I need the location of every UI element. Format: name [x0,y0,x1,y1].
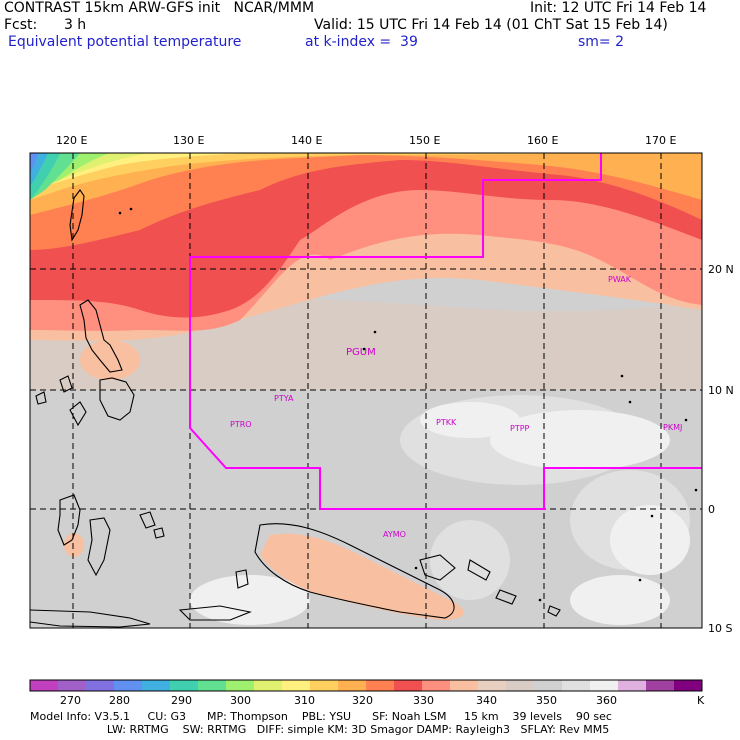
lon-label-120: 120 E [56,134,88,147]
station-pwak: PWAK [608,275,632,284]
lon-label-160: 160 E [527,134,559,147]
colorbar-unit: K [697,694,705,707]
lon-label-150: 150 E [409,134,441,147]
colorbar-swatch [170,680,199,691]
lon-label-140: 140 E [291,134,323,147]
lon-label-170: 170 E [645,134,677,147]
boundary-north [189,153,602,390]
colorbar-swatch [674,680,703,691]
lat-label-10n: 10 N [708,384,734,397]
colorbar-swatch [450,680,479,691]
model-info-line2: LW: RRTMG SW: RRTMG DIFF: simple KM: 3D … [30,723,610,736]
lat-label-0: 0 [708,503,715,516]
colorbar-swatch [226,680,255,691]
colorbar-swatch [198,680,227,691]
colorbar-label-350: 350 [536,694,557,707]
smoothing: sm= 2 [578,34,625,50]
model-title: CONTRAST 15km ARW-GFS init NCAR/MMM [4,0,315,16]
colorbar-label-300: 300 [230,694,251,707]
station-pkmj: PKMJ [663,423,682,432]
colorbar-swatch [394,680,423,691]
station-pgum: PGUM [346,347,376,358]
station-ptro: PTRO [230,420,252,429]
colorbar-swatch [590,680,619,691]
colorbar-swatch [506,680,535,691]
lon-label-130: 130 E [173,134,205,147]
coastlines [30,189,561,628]
station-ptkk: PTKK [436,418,457,427]
station-aymo: AYMO [383,530,406,539]
colorbar-swatch [86,680,115,691]
colorbar-swatch [338,680,367,691]
colorbar-label-340: 340 [476,694,497,707]
colorbar-frame [29,679,703,692]
colorbar-swatch [562,680,591,691]
colorbar-label-290: 290 [171,694,192,707]
colorbar-swatch [142,680,171,691]
colorbar-label-360: 360 [596,694,617,707]
station-ptpp: PTPP [510,424,530,433]
lat-label-20n: 20 N [708,263,734,276]
colorbar-label-280: 280 [109,694,130,707]
colorbar-swatch [58,680,87,691]
forecast-hour: Fcst: 3 h [4,17,87,33]
model-info-line1: Model Info: V3.5.1 CU: G3 MP: Thompson P… [30,710,612,723]
small-islands [118,207,698,602]
colorbar-swatch [478,680,507,691]
colorbar-swatch [618,680,647,691]
station-ptya: PTYA [274,394,294,403]
level-index: at k-index = 39 [305,34,418,50]
colorbar-swatch [646,680,675,691]
colorbar-swatch [366,680,395,691]
colorbar-label-270: 270 [60,694,81,707]
colorbar-swatch [30,680,59,691]
map-frame [29,152,703,629]
field-name: Equivalent potential temperature [8,34,242,50]
colorbar-swatch [534,680,563,691]
colorbar-swatch [282,680,311,691]
colorbar [29,679,703,692]
colorbar-label-310: 310 [294,694,315,707]
init-time: Init: 12 UTC Fri 14 Feb 14 [530,0,707,16]
colorbar-swatch [422,680,451,691]
colorbar-swatch [114,680,143,691]
boundary-south [189,390,702,510]
colorbar-label-320: 320 [352,694,373,707]
colorbar-swatch [254,680,283,691]
lat-label-10s: 10 S [708,622,733,635]
colorbar-swatch [310,680,339,691]
colorbar-label-330: 330 [413,694,434,707]
valid-time: Valid: 15 UTC Fri 14 Feb 14 (01 ChT Sat … [314,17,668,33]
